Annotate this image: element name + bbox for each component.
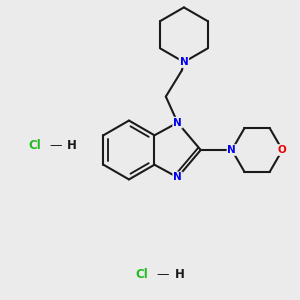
Text: H: H: [175, 268, 184, 281]
Text: N: N: [173, 172, 182, 182]
Text: H: H: [67, 139, 77, 152]
Text: —: —: [49, 139, 62, 152]
Text: N: N: [227, 145, 236, 155]
Text: N: N: [179, 57, 188, 67]
Text: Cl: Cl: [135, 268, 148, 281]
Text: Cl: Cl: [28, 139, 41, 152]
Text: O: O: [278, 145, 287, 155]
Text: N: N: [173, 118, 182, 128]
Text: —: —: [156, 268, 169, 281]
